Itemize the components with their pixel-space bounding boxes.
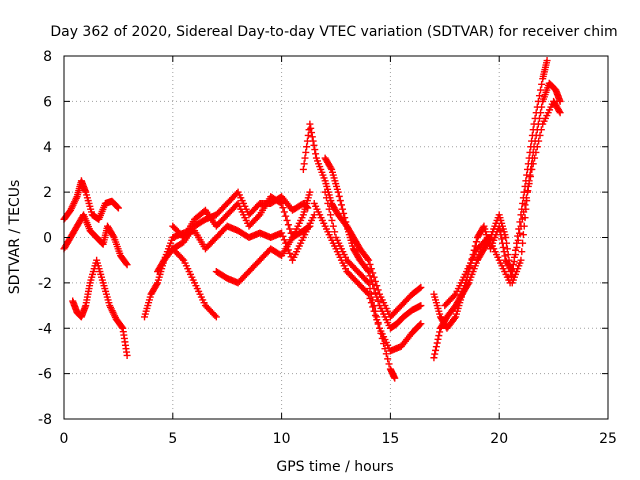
data-point [536,92,543,99]
data-point [337,197,344,204]
data-point [538,81,545,88]
data-point [284,217,291,224]
data-point [434,339,441,346]
data-point [503,240,510,247]
data-point [309,133,316,140]
data-point [310,142,317,149]
data-point [433,343,440,350]
data-point [537,109,544,116]
data-point [306,121,313,128]
data-point [435,332,442,339]
y-tick-label: -2 [38,276,52,292]
data-point [282,213,289,220]
data-point [301,155,308,162]
data-point [432,347,439,354]
y-tick-label: 4 [43,140,52,156]
data-point [301,160,308,167]
series-track-1 [61,177,122,223]
x-tick-label: 20 [490,431,508,447]
y-tick-label: 0 [43,231,52,247]
data-point [339,206,346,213]
y-tick-label: -4 [38,321,52,337]
series-track-3 [69,257,130,359]
x-tick-label: 0 [60,431,69,447]
y-tick-label: -8 [38,412,52,428]
data-point [124,352,131,359]
data-point [307,125,314,132]
data-point [312,150,319,157]
y-tick-label: 6 [43,94,52,110]
data-point [501,252,508,259]
y-axis-label: SDTVAR / TECUs [7,180,23,295]
data-point [386,360,393,367]
data-point [303,143,310,150]
series-track-13 [430,57,550,361]
data-point [436,328,443,335]
series-track-14 [430,80,563,332]
data-point [518,248,525,255]
x-tick-label: 5 [168,431,177,447]
data-point [285,221,292,228]
y-tick-label: 2 [43,185,52,201]
x-tick-label: 25 [599,431,617,447]
series-track-11 [311,200,425,354]
axis-ticks: 0 5 10 15 20 25 -8 -6 -4 -2 0 2 4 6 8 [38,49,617,447]
data-point [310,138,317,145]
series-track-15 [441,98,563,309]
data-points [61,57,564,382]
data-point [336,193,343,200]
data-point [338,201,345,208]
x-axis-label: GPS time / hours [276,459,393,475]
data-point [527,173,534,180]
data-point [281,208,288,215]
data-point [538,104,545,111]
data-point [330,223,337,230]
data-point [431,351,438,358]
chart: 0 5 10 15 20 25 -8 -6 -4 -2 0 2 4 6 8 Day 362 of 2020,… [0,0,640,480]
data-point [300,166,307,173]
y-tick-label: -6 [38,367,52,383]
data-point [430,354,437,361]
data-point [328,217,335,224]
y-tick-label: 8 [43,49,52,65]
data-point [327,211,334,218]
x-tick-label: 10 [273,431,291,447]
data-point [500,244,507,251]
data-point [302,149,309,156]
chart-title: Day 362 of 2020, Sidereal Day-to-day VTE… [50,24,617,40]
x-tick-label: 15 [381,431,399,447]
data-point [435,336,442,343]
